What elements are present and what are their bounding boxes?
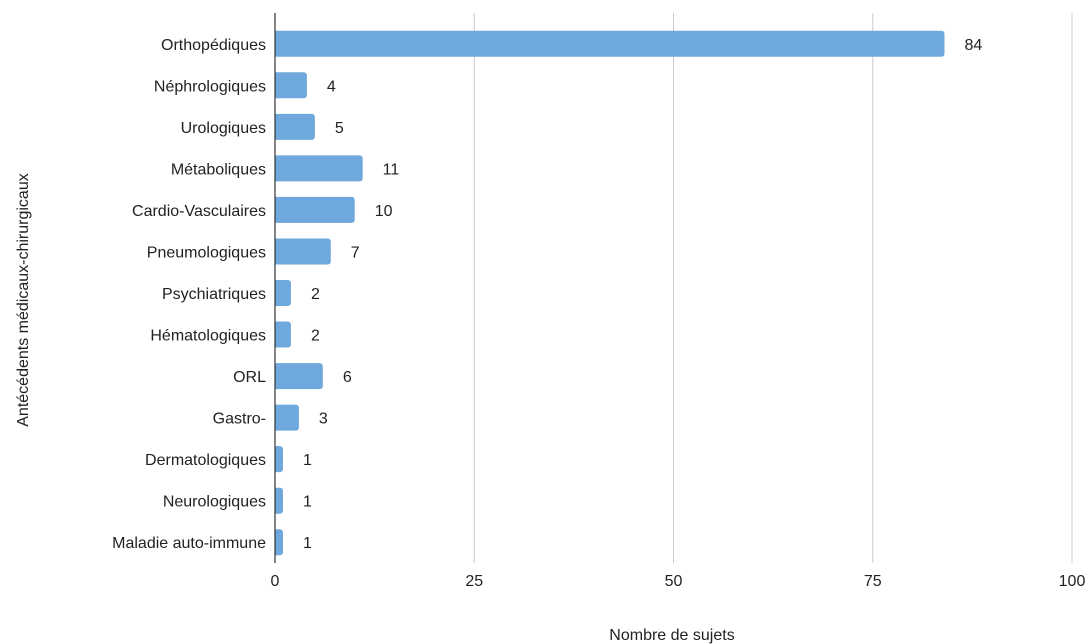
y-axis-title: Antécédents médicaux-chirurgicaux xyxy=(15,173,32,426)
category-label: Cardio-Vasculaires xyxy=(132,203,266,220)
data-label: 6 xyxy=(343,369,352,386)
bar xyxy=(275,529,283,556)
category-label: Hématologiques xyxy=(150,328,266,345)
category-label: Orthopédiques xyxy=(161,37,266,54)
x-tick-labels: 0 25 50 75 100 xyxy=(271,573,1086,590)
data-label: 1 xyxy=(303,494,312,511)
bar xyxy=(275,155,363,182)
bar xyxy=(275,113,315,140)
category-label: Gastro- xyxy=(213,411,266,428)
x-tick-label: 50 xyxy=(665,573,683,590)
bar xyxy=(275,363,323,390)
category-label: Urologiques xyxy=(181,120,266,137)
category-label: Maladie auto-immune xyxy=(112,535,266,552)
category-label: Dermatologiques xyxy=(145,452,266,469)
data-label: 3 xyxy=(319,411,328,428)
x-axis-title: Nombre de sujets xyxy=(609,627,734,644)
category-label: ORL xyxy=(233,369,266,386)
data-label: 5 xyxy=(335,120,344,137)
data-label: 84 xyxy=(964,37,982,54)
gridlines xyxy=(473,13,1073,563)
category-label: Pneumologiques xyxy=(147,244,266,261)
bars xyxy=(275,30,945,556)
data-label: 10 xyxy=(375,203,393,220)
category-label: Métaboliques xyxy=(171,161,266,178)
bar xyxy=(275,446,283,473)
bar xyxy=(275,404,299,431)
bar xyxy=(275,196,355,223)
bar xyxy=(275,487,283,514)
category-label: Neurologiques xyxy=(163,494,266,511)
category-label: Néphrologiques xyxy=(154,78,266,95)
bar xyxy=(275,238,331,265)
x-tick-label: 25 xyxy=(465,573,483,590)
data-label: 4 xyxy=(327,78,336,95)
x-tick-label: 100 xyxy=(1059,573,1086,590)
data-label: 1 xyxy=(303,452,312,469)
bar xyxy=(275,72,307,99)
bar xyxy=(275,321,291,348)
data-label: 2 xyxy=(311,286,320,303)
data-label: 7 xyxy=(351,244,360,261)
category-labels: Orthopédiques Néphrologiques Urologiques Mé… xyxy=(112,37,266,552)
data-label: 11 xyxy=(383,161,400,178)
bar xyxy=(275,280,291,306)
x-tick-label: 75 xyxy=(864,573,882,590)
category-label: Psychiatriques xyxy=(162,286,266,303)
bar xyxy=(275,30,945,57)
data-label: 1 xyxy=(303,535,312,552)
data-label: 2 xyxy=(311,328,320,345)
x-tick-label: 0 xyxy=(271,573,280,590)
